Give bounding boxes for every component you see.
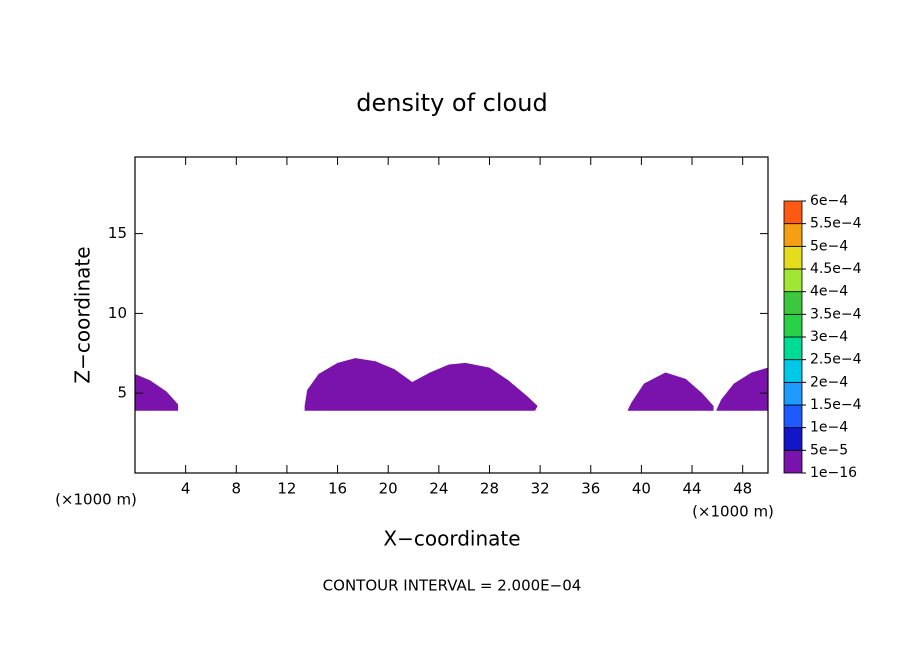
x-tick-label: 16 xyxy=(328,480,347,498)
cloud-region xyxy=(304,358,538,411)
cloud-region xyxy=(716,367,768,411)
colorbar-box xyxy=(783,336,803,361)
x-tick-label: 28 xyxy=(480,480,499,498)
colorbar-box xyxy=(783,200,803,225)
colorbar-label: 5.5e−4 xyxy=(810,216,862,232)
colorbar-label: 4.5e−4 xyxy=(810,261,862,277)
x-tick-label: 20 xyxy=(379,480,398,498)
x-tick-label: 8 xyxy=(232,480,242,498)
colorbar-label: 1e−4 xyxy=(810,420,848,436)
colorbar-box xyxy=(783,245,803,270)
x-tick-label: 36 xyxy=(581,480,600,498)
colorbar-label: 5e−4 xyxy=(810,238,848,254)
x-unit-left: (×1000 m) xyxy=(55,491,137,509)
cloud-region xyxy=(627,372,714,411)
x-tick-label: 48 xyxy=(733,480,752,498)
colorbar-label: 6e−4 xyxy=(810,193,848,209)
colorbar-box xyxy=(783,427,803,451)
x-tick-label: 12 xyxy=(277,480,296,498)
colorbar-box xyxy=(783,291,803,315)
colorbar-box xyxy=(783,449,803,474)
colorbar-box xyxy=(783,381,803,406)
y-axis-label: Z−coordinate xyxy=(71,246,95,383)
x-tick-label: 40 xyxy=(632,480,651,498)
chart-title: density of cloud xyxy=(356,89,547,117)
colorbar-label: 2.5e−4 xyxy=(810,352,862,368)
x-tick-label: 32 xyxy=(531,480,550,498)
colorbar-label: 3e−4 xyxy=(810,329,848,345)
colorbar-label: 3.5e−4 xyxy=(810,306,862,322)
colorbar-box xyxy=(783,313,803,338)
colorbar-label: 1e−16 xyxy=(810,465,857,481)
colorbar-box xyxy=(783,404,803,429)
colorbar-label: 1.5e−4 xyxy=(810,397,862,413)
x-tick-label: 24 xyxy=(429,480,448,498)
x-unit-right: (×1000 m) xyxy=(692,503,774,521)
colorbar-box xyxy=(783,223,803,247)
colorbar-label: 5e−5 xyxy=(810,442,848,458)
colorbar-label: 2e−4 xyxy=(810,374,848,390)
x-tick-label: 4 xyxy=(181,480,191,498)
y-tick-label: 5 xyxy=(117,384,127,402)
colorbar-box xyxy=(783,268,803,293)
colorbar-label: 4e−4 xyxy=(810,284,848,300)
y-tick-label: 15 xyxy=(108,224,127,242)
x-tick-label: 44 xyxy=(682,480,701,498)
y-tick-label: 10 xyxy=(108,304,127,322)
colorbar-box xyxy=(783,359,803,383)
x-axis-label: X−coordinate xyxy=(383,527,520,551)
plot-frame xyxy=(134,156,769,474)
footer: CONTOUR INTERVAL = 2.000E−04 xyxy=(323,577,582,595)
cloud-region xyxy=(135,374,179,411)
